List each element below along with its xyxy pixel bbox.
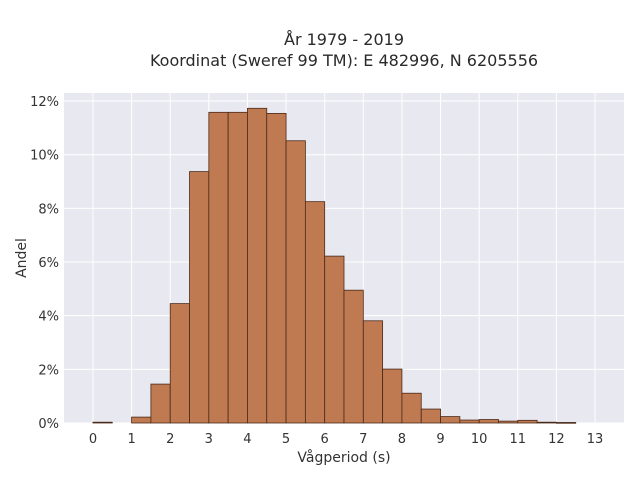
x-tick-label: 2 — [166, 432, 174, 447]
x-tick-label: 13 — [587, 432, 604, 447]
x-tick-label: 8 — [398, 432, 406, 447]
x-tick-label: 7 — [359, 432, 367, 447]
histogram-bar — [92, 421, 113, 424]
y-tick-label: 0% — [38, 417, 59, 432]
histogram-bar — [401, 392, 422, 424]
x-tick-label: 6 — [321, 432, 329, 447]
x-tick-label: 1 — [127, 432, 135, 447]
histogram-bar — [131, 416, 152, 424]
histogram-bar — [189, 171, 210, 424]
histogram-bar — [536, 421, 557, 424]
y-tick-label: 8% — [38, 202, 59, 217]
x-axis-label: Vågperiod (s) — [297, 449, 390, 466]
histogram-bar — [266, 112, 287, 424]
histogram-bar — [556, 422, 577, 424]
histogram-bar — [498, 420, 519, 424]
chart-title-line1: År 1979 - 2019 — [284, 30, 404, 49]
histogram-bar — [208, 111, 229, 424]
y-axis-ticks: 0% 2% 4% 6% 8% 10% 12% — [30, 95, 59, 432]
histogram-bar — [420, 408, 441, 424]
histogram-bar — [478, 419, 499, 424]
y-tick-label: 2% — [38, 363, 59, 378]
histogram-bar — [227, 111, 248, 424]
histogram-bar — [169, 303, 190, 424]
histogram-bar — [440, 416, 461, 424]
histogram-bar — [150, 383, 171, 424]
histogram-bar — [517, 419, 538, 424]
x-tick-label: 12 — [548, 432, 565, 447]
y-tick-label: 4% — [38, 310, 59, 325]
histogram-bar — [324, 255, 345, 424]
histogram-bar — [343, 289, 364, 424]
y-tick-label: 6% — [38, 256, 59, 271]
histogram-bar — [382, 368, 403, 424]
y-tick-label: 12% — [30, 95, 59, 110]
y-tick-label: 10% — [30, 149, 59, 164]
x-axis-ticks: 0 1 2 3 4 5 6 7 8 9 10 11 12 13 — [89, 432, 603, 447]
x-tick-label: 5 — [282, 432, 290, 447]
x-tick-label: 3 — [205, 432, 213, 447]
histogram-bar — [285, 140, 306, 424]
histogram-bar — [304, 201, 326, 424]
histogram-bar — [362, 320, 384, 424]
histogram-bar — [247, 107, 268, 424]
x-tick-label: 4 — [243, 432, 251, 447]
x-tick-label: 10 — [471, 432, 488, 447]
x-tick-label: 9 — [436, 432, 444, 447]
x-tick-label: 0 — [89, 432, 97, 447]
x-tick-label: 11 — [510, 432, 527, 447]
histogram-bar — [459, 419, 480, 424]
chart-title-line2: Koordinat (Sweref 99 TM): E 482996, N 62… — [150, 51, 538, 70]
bars-group — [92, 107, 577, 424]
y-axis-label: Andel — [14, 238, 30, 278]
